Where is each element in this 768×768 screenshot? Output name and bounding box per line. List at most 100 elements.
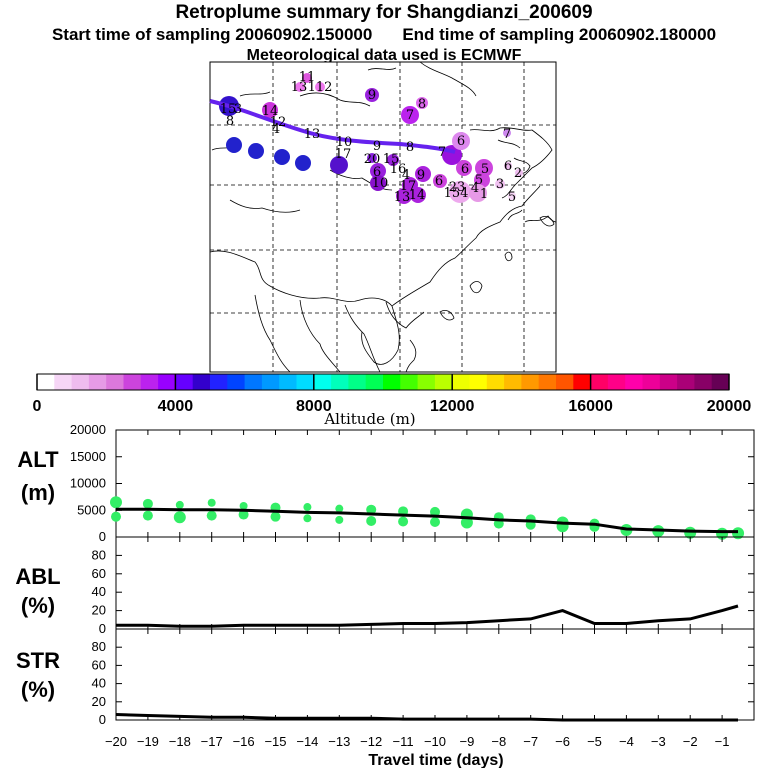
trajectory-day-label: 16 xyxy=(390,162,407,177)
colorbar-cell xyxy=(469,374,488,390)
colorbar-tick-label: 20000 xyxy=(707,398,752,415)
trajectory-day-label: 13 xyxy=(394,190,411,205)
cluster-point xyxy=(367,153,377,163)
cluster-altitude-point xyxy=(366,504,377,515)
y-tick-label: 10000 xyxy=(70,476,106,491)
y-tick-label: 20 xyxy=(92,694,106,709)
trajectory-day-label: 4 xyxy=(272,122,280,137)
trajectory-day-label: 14 xyxy=(262,104,279,119)
colorbar-cell xyxy=(452,374,470,390)
trajectory-day-label: 112 xyxy=(308,80,333,95)
x-tick-label: −14 xyxy=(296,734,318,749)
colorbar-cell xyxy=(175,374,194,390)
cluster-altitude-point xyxy=(335,504,344,513)
trajectory-day-label: 7 xyxy=(503,127,511,142)
panel-frame xyxy=(115,628,755,721)
trajectory-day-label: 6 xyxy=(435,174,443,189)
chart-title: Retroplume summary for Shangdianzi_20060… xyxy=(175,2,593,23)
x-tick-label: −13 xyxy=(328,734,350,749)
trajectory-day-label: 2 xyxy=(514,166,522,181)
cluster-altitude-point xyxy=(207,498,216,507)
trajectory-day-label: 6 xyxy=(504,159,512,174)
colorbar-cell xyxy=(279,374,297,390)
trajectory-day-label: 4 xyxy=(402,168,410,183)
cluster-altitude-point xyxy=(239,501,248,510)
y-tick-label: 40 xyxy=(92,676,106,691)
cluster-point xyxy=(410,187,426,203)
colorbar-cell xyxy=(210,374,228,390)
cluster-point xyxy=(508,192,516,200)
panel-ylabel: (m) xyxy=(21,480,55,505)
colorbar-cell xyxy=(434,374,453,390)
colorbar-cell xyxy=(348,374,367,390)
colorbar-tick-label: 0 xyxy=(33,398,42,415)
panel-ylabel: STR xyxy=(16,648,60,673)
cluster-point xyxy=(315,82,325,92)
cluster-point xyxy=(248,143,264,159)
y-tick-label: 0 xyxy=(99,712,106,727)
cluster-point xyxy=(274,149,290,165)
cluster-altitude-point xyxy=(175,500,184,509)
y-tick-label: 15000 xyxy=(70,449,106,464)
colorbar-cell xyxy=(244,374,263,390)
y-tick-label: 0 xyxy=(99,529,106,544)
cluster-point xyxy=(515,169,523,177)
colorbar-cell xyxy=(296,374,315,390)
cluster-point xyxy=(415,166,431,182)
x-tick-label: −20 xyxy=(105,734,127,749)
panel-alt: ALT (m) 0 5000 10000 15000 20000 xyxy=(17,422,755,544)
cluster-point xyxy=(503,129,511,137)
colorbar-cell xyxy=(140,374,159,390)
trajectory-day-label: 17 xyxy=(335,147,352,162)
colorbar-cell xyxy=(331,374,349,390)
panel-ylabel: (%) xyxy=(21,593,55,618)
trajectory-day-label: 14 xyxy=(409,188,426,203)
trajectory-day-label: 6 xyxy=(373,165,381,180)
cluster-point xyxy=(295,155,311,171)
cluster-point xyxy=(295,82,305,92)
trajectory-day-label: 5 xyxy=(475,173,483,188)
panel-frame xyxy=(115,536,755,630)
trajectory-day-label: 20 xyxy=(364,152,381,167)
trajectory-day-label: 154 xyxy=(444,186,469,201)
cluster-altitude-point xyxy=(173,511,186,524)
cluster-point xyxy=(469,184,487,202)
trajectory-day-label: 9 xyxy=(417,168,425,183)
trajectory-day-label: 13 xyxy=(304,127,321,142)
cluster-altitude-point xyxy=(110,496,122,509)
colorbar-cell xyxy=(158,374,176,390)
colorbar-cell xyxy=(556,374,574,390)
cluster-point xyxy=(401,106,419,124)
mean-trajectory-line xyxy=(209,99,456,154)
end-time-label: End time of sampling 20060902.180000 xyxy=(402,25,717,44)
cluster-point xyxy=(449,181,471,203)
cluster-altitude-point xyxy=(430,517,440,528)
cluster-point xyxy=(504,162,512,170)
colorbar-tick-label: 12000 xyxy=(430,398,475,415)
time-series-panels: ALT (m) 0 5000 10000 15000 20000 ABL (%) 0 20 40 60 8… xyxy=(15,422,755,768)
x-tick-label: −7 xyxy=(523,734,538,749)
y-tick-label: 60 xyxy=(92,566,106,581)
colorbar-title: Altitude (m) xyxy=(323,410,415,428)
colorbar-cell xyxy=(538,374,557,390)
x-tick-label: −19 xyxy=(137,734,159,749)
cluster-altitude-point xyxy=(366,515,377,526)
colorbar-cell xyxy=(677,374,695,390)
y-tick-label: 0 xyxy=(99,621,106,636)
altitude-colorbar: 0 4000 8000 12000 16000 20000 Altitude (m) xyxy=(33,373,752,428)
trajectory-day-label: 8 xyxy=(406,140,414,155)
cluster-altitude-point xyxy=(460,516,473,529)
x-tick-label: −3 xyxy=(651,734,666,749)
colorbar-cell xyxy=(106,374,124,390)
y-tick-label: 60 xyxy=(92,657,106,672)
colorbar-cell xyxy=(417,374,436,390)
y-tick-label: 20000 xyxy=(70,422,106,437)
panel-ylabel: ALT xyxy=(17,447,59,472)
trajectory-day-label: 6 xyxy=(457,134,465,149)
trajectory-day-label: 7 xyxy=(438,145,446,160)
colorbar-cell xyxy=(54,374,73,390)
colorbar-cell xyxy=(521,374,540,390)
colorbar-cell xyxy=(659,374,678,390)
colorbar-cell xyxy=(313,374,332,390)
